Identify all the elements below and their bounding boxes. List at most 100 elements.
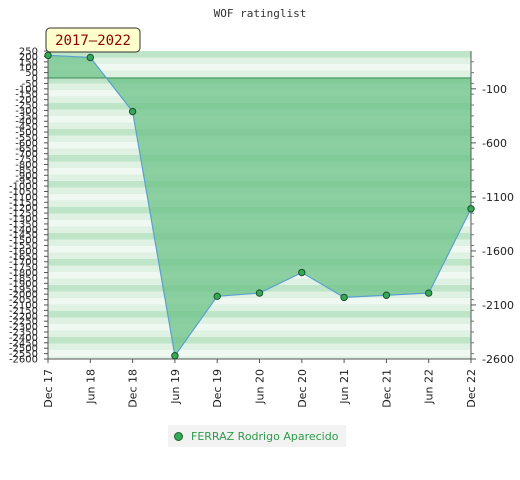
left-tick-label: -1500 <box>9 236 38 247</box>
left-tick-label: -2400 <box>9 333 38 344</box>
data-point <box>425 289 433 297</box>
x-tick-label: Dec 19 <box>211 369 224 408</box>
left-tick-label: -1950 <box>9 284 38 295</box>
left-tick-label: -2000 <box>9 290 38 301</box>
left-tick-label: -1800 <box>9 268 38 279</box>
right-axis: -100 -600 -1100 -1600 -2100 -2600 <box>470 51 514 366</box>
right-tick-label: -1600 <box>482 245 514 258</box>
data-point <box>298 268 306 277</box>
left-tick-label: -2450 <box>9 338 38 349</box>
plot-stripe <box>48 324 471 331</box>
left-tick-label: 250 <box>19 47 38 58</box>
legend-label: FERRAZ Rodrigo Aparecido <box>191 429 339 443</box>
left-tick-label: -1850 <box>9 273 38 284</box>
left-tick-label: -1750 <box>9 263 38 274</box>
left-tick-label: -750 <box>15 155 38 166</box>
left-tick-label: -1300 <box>9 214 38 225</box>
data-point <box>128 107 137 116</box>
left-tick-label: 0 <box>32 74 38 85</box>
plot-stripe <box>48 330 471 337</box>
left-tick-label: -2300 <box>9 322 38 333</box>
left-tick-label: -1000 <box>9 182 38 193</box>
left-tick-label: -300 <box>15 106 38 117</box>
left-tick-label: -100 <box>15 84 38 95</box>
left-tick-label: -350 <box>15 111 38 122</box>
x-axis: Dec 17 Jun 18 Dec 18 Jun 19 Dec 19 Jun 20 Dec … <box>42 358 478 408</box>
left-tick-label: -1250 <box>9 209 38 220</box>
left-tick-label: -650 <box>15 144 38 155</box>
left-tick-label: -1550 <box>9 241 38 252</box>
left-tick-label: -700 <box>15 149 38 160</box>
left-tick-label: -1100 <box>9 192 38 203</box>
right-tick-label: -1100 <box>482 191 514 204</box>
right-tick-label: -600 <box>482 137 507 150</box>
left-tick-label: -950 <box>15 176 38 187</box>
plot-stripe <box>48 317 471 324</box>
left-tick-label: -250 <box>15 101 38 112</box>
left-tick-label: -2350 <box>9 327 38 338</box>
left-tick-label: 100 <box>19 63 38 74</box>
left-tick-label: -1600 <box>9 246 38 257</box>
left-tick-label: -2050 <box>9 295 38 306</box>
plot-stripe <box>48 70 471 77</box>
series-points <box>44 51 475 360</box>
left-axis: 250200150100500-50-100-150-200-250-300-3… <box>9 47 49 366</box>
x-tick-label: Dec 21 <box>380 369 393 408</box>
x-tick-label: Jun 22 <box>423 369 436 405</box>
left-tick-label: 50 <box>25 68 38 79</box>
left-tick-label: -800 <box>15 160 38 171</box>
left-tick-label: -2250 <box>9 317 38 328</box>
left-tick-label: -1450 <box>9 230 38 241</box>
data-point <box>44 51 52 60</box>
data-point <box>171 352 179 360</box>
series-area-fill <box>48 55 471 356</box>
x-tick-label: Jun 18 <box>84 369 97 405</box>
left-tick-label: -2100 <box>9 300 38 311</box>
plot-stripe <box>48 350 471 357</box>
left-tick-label: -400 <box>15 117 38 128</box>
x-tick-label: Dec 18 <box>127 369 140 408</box>
data-point <box>255 289 264 297</box>
left-tick-label: -500 <box>15 128 38 139</box>
left-tick-label: 150 <box>19 57 38 68</box>
data-point <box>340 293 348 302</box>
plot-stripe <box>48 356 471 359</box>
left-tick-label: -600 <box>15 138 38 149</box>
x-tick-label: Jun 21 <box>338 369 351 405</box>
legend: FERRAZ Rodrigo Aparecido <box>168 425 347 447</box>
plot-stripe <box>48 311 471 318</box>
data-point <box>467 205 475 213</box>
data-point <box>213 292 221 301</box>
left-tick-label: -1350 <box>9 219 38 230</box>
left-tick-label: -1200 <box>9 203 38 214</box>
left-tick-label: -2600 <box>9 355 38 366</box>
period-badge-label: 2017–2022 <box>55 33 131 49</box>
plot-stripe <box>48 343 471 350</box>
x-tick-label: Dec 22 <box>465 369 478 408</box>
x-tick-label: Dec 17 <box>42 369 55 408</box>
x-tick-label: Jun 20 <box>254 369 267 405</box>
period-badge: 2017–2022 <box>45 27 141 53</box>
left-tick-label: -450 <box>15 122 38 133</box>
right-tick-label: -100 <box>482 83 507 96</box>
left-tick-label: -550 <box>15 133 38 144</box>
left-tick-label: -2150 <box>9 306 38 317</box>
left-tick-label: -1900 <box>9 279 38 290</box>
right-tick-label: -2600 <box>482 353 514 366</box>
left-tick-label: -1150 <box>9 198 38 209</box>
legend-marker-icon <box>174 431 183 441</box>
chart-title: WOF ratinglist <box>214 7 307 20</box>
left-tick-label: -900 <box>15 171 38 182</box>
x-tick-label: Jun 19 <box>169 369 182 405</box>
plot-stripe <box>48 304 471 311</box>
left-tick-label: -200 <box>15 95 38 106</box>
plot-stripe <box>48 51 471 58</box>
right-tick-label: -2100 <box>482 299 514 312</box>
plot-stripe <box>48 64 471 71</box>
left-tick-label: -1050 <box>9 187 38 198</box>
left-tick-label: -1400 <box>9 225 38 236</box>
data-point <box>86 53 95 62</box>
left-tick-label: -2200 <box>9 311 38 322</box>
left-tick-label: -2550 <box>9 349 38 360</box>
